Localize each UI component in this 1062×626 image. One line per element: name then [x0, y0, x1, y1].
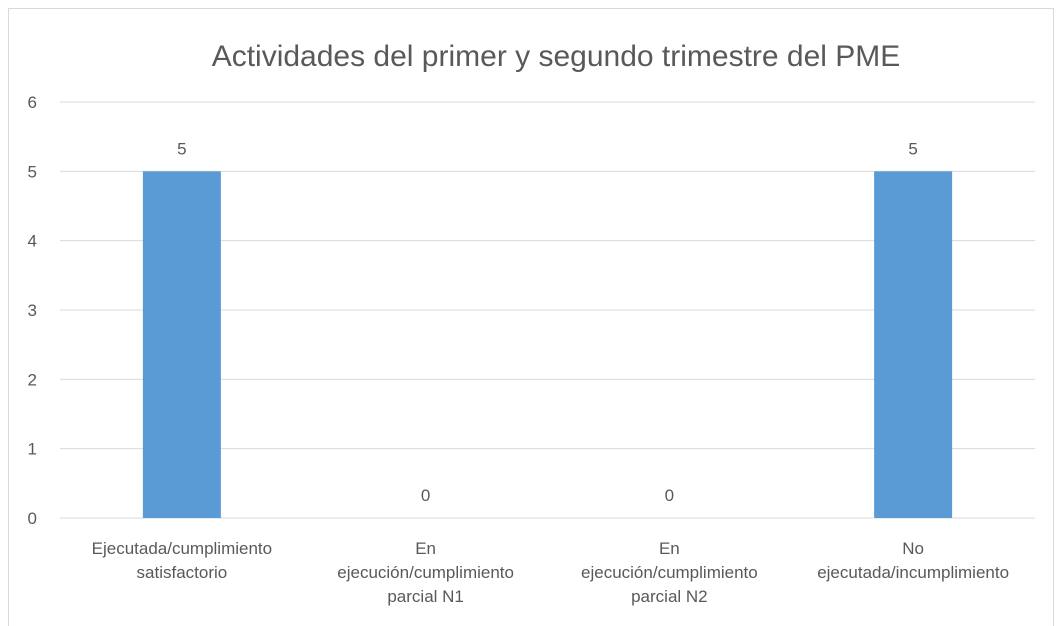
y-tick-label: 5	[28, 162, 37, 181]
x-tick-label: En ejecución/cumplimiento parcial N2	[581, 539, 758, 606]
data-label: 5	[177, 139, 186, 158]
x-tick-label: Ejecutada/cumplimiento satisfactorio	[92, 539, 272, 582]
data-label: 0	[421, 486, 430, 505]
x-tick-label-line: parcial N2	[631, 587, 708, 606]
x-tick-label-line: ejecución/cumplimiento	[337, 563, 514, 582]
data-label: 5	[908, 139, 917, 158]
x-tick-label-line: En	[415, 539, 436, 558]
bar	[874, 171, 953, 519]
x-tick-label-line: No	[902, 539, 924, 558]
data-label: 0	[665, 486, 674, 505]
gridlines	[60, 101, 1035, 519]
chart-frame	[8, 8, 1054, 626]
x-tick-label-line: parcial N1	[387, 587, 464, 606]
y-tick-label: 2	[28, 370, 37, 389]
y-axis-ticks: 0 1 2 3 4 5 6	[28, 93, 37, 528]
bar	[142, 171, 221, 519]
bars	[142, 171, 953, 519]
y-tick-label: 4	[28, 232, 37, 251]
x-tick-label: No ejecutada/incumplimiento	[817, 539, 1009, 582]
y-tick-label: 1	[28, 440, 37, 459]
x-tick-label-line: satisfactorio	[137, 563, 228, 582]
x-tick-label-line: En	[659, 539, 680, 558]
x-tick-label: En ejecución/cumplimiento parcial N1	[337, 539, 514, 606]
x-tick-label-line: ejecutada/incumplimiento	[817, 563, 1009, 582]
y-tick-label: 0	[28, 509, 37, 528]
x-tick-label-line: ejecución/cumplimiento	[581, 563, 758, 582]
y-tick-label: 6	[28, 93, 37, 112]
y-tick-label: 3	[28, 301, 37, 320]
x-tick-label-line: Ejecutada/cumplimiento	[92, 539, 272, 558]
data-labels: 5 0 0 5	[177, 139, 918, 505]
chart-title: Actividades del primer y segundo trimest…	[212, 40, 901, 73]
x-axis-ticks: Ejecutada/cumplimiento satisfactorio En eje…	[92, 539, 1009, 606]
